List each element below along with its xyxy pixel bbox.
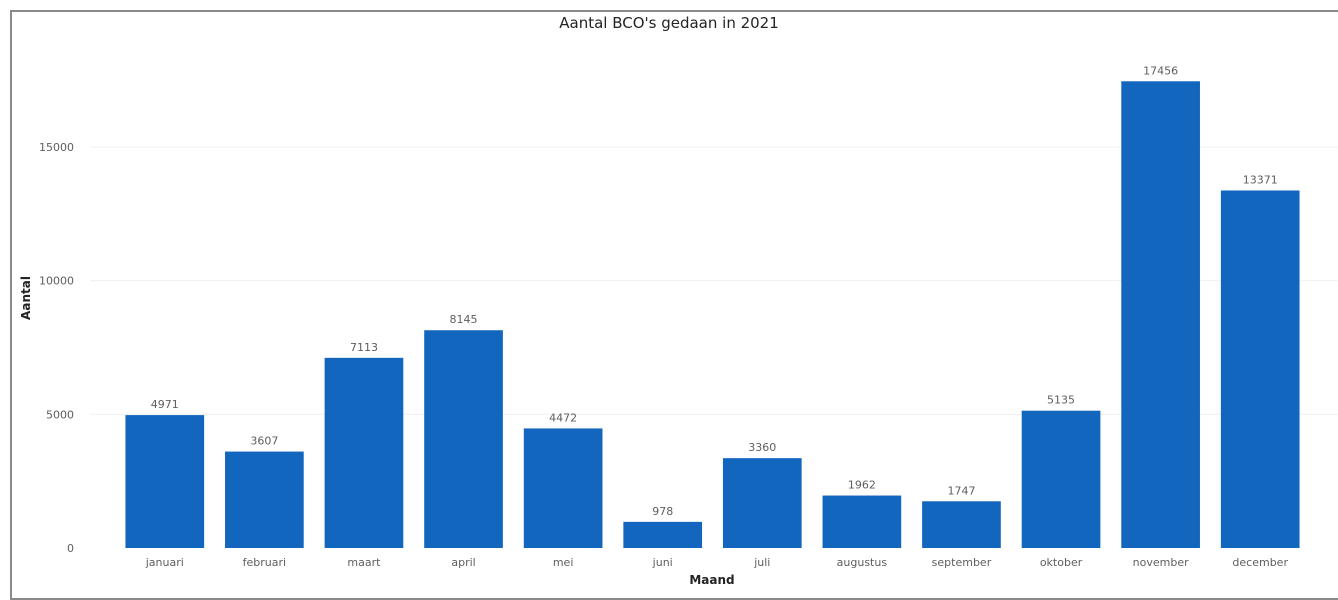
y-tick-label: 10000 — [39, 275, 74, 288]
bar-maart[interactable] — [324, 357, 404, 548]
x-tick-label-augustus: augustus — [837, 556, 888, 569]
data-label-november: 17456 — [1143, 64, 1178, 77]
bar-april[interactable] — [424, 330, 503, 548]
bar-oktober[interactable] — [1021, 410, 1101, 548]
y-axis-ticks: 0 5000 10000 15000 — [39, 141, 74, 555]
y-axis-title: Aantal — [19, 276, 33, 320]
x-tick-label-september: september — [932, 556, 992, 569]
bar-februari[interactable] — [225, 451, 304, 548]
data-label-oktober: 5135 — [1047, 394, 1075, 407]
x-tick-label-oktober: oktober — [1040, 556, 1083, 569]
data-labels: 4971 3607 7113 8145 4472 978 3360 1962 1747 5135 1… — [151, 64, 1278, 518]
x-axis-ticks: januari februari maart april mei juni juli augu… — [145, 556, 1289, 569]
data-label-maart: 7113 — [350, 341, 378, 354]
x-tick-label-mei: mei — [553, 556, 574, 569]
bar-januari[interactable] — [125, 415, 205, 548]
bar-november[interactable] — [1121, 81, 1200, 549]
data-label-december: 13371 — [1243, 174, 1278, 187]
bar-juni[interactable] — [623, 521, 703, 548]
data-label-mei: 4472 — [549, 411, 577, 424]
x-tick-label-juni: juni — [652, 556, 673, 569]
data-label-februari: 3607 — [250, 435, 278, 448]
x-tick-label-april: april — [451, 556, 475, 569]
data-label-augustus: 1962 — [848, 479, 876, 492]
bar-december[interactable] — [1220, 190, 1300, 548]
x-tick-label-januari: januari — [145, 556, 184, 569]
x-tick-label-december: december — [1232, 556, 1288, 569]
x-tick-label-november: november — [1133, 556, 1189, 569]
y-tick-label: 5000 — [46, 408, 74, 421]
y-tick-label: 15000 — [39, 141, 74, 154]
x-tick-label-maart: maart — [347, 556, 381, 569]
x-axis-title: Maand — [689, 573, 734, 586]
bar-mei[interactable] — [523, 428, 603, 548]
x-tick-label-juli: juli — [753, 556, 770, 569]
data-label-juli: 3360 — [748, 441, 776, 454]
data-label-juni: 978 — [652, 505, 673, 518]
bar-chart: 0 5000 10000 15000 4971 3607 7113 8145 4472 978 3… — [19, 64, 1338, 586]
bar-augustus[interactable] — [822, 495, 902, 548]
y-tick-label: 0 — [67, 542, 74, 555]
bars — [125, 81, 1300, 549]
chart-title: Aantal BCO's gedaan in 2021 — [559, 14, 779, 32]
data-label-april: 8145 — [450, 313, 478, 326]
bar-juli[interactable] — [722, 458, 802, 548]
data-label-september: 1747 — [947, 484, 975, 497]
bar-september[interactable] — [922, 501, 1001, 548]
data-label-januari: 4971 — [151, 398, 179, 411]
x-tick-label-februari: februari — [243, 556, 286, 569]
